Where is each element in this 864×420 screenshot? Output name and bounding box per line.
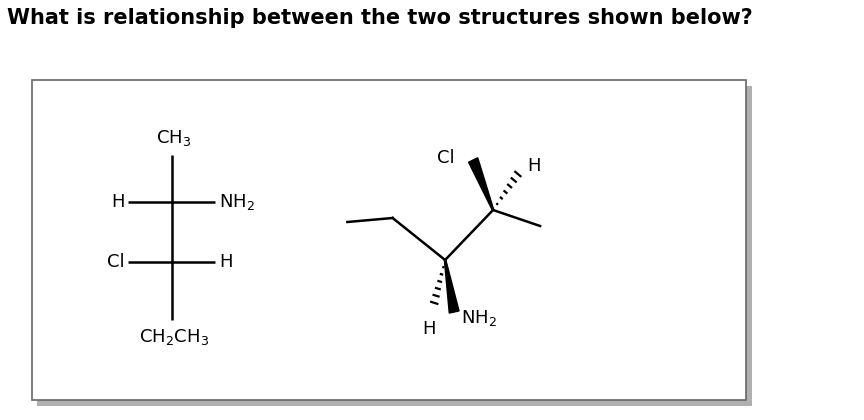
Text: What is relationship between the two structures shown below?: What is relationship between the two str…: [7, 8, 753, 28]
Polygon shape: [444, 260, 459, 313]
Text: $\mathregular{NH_2}$: $\mathregular{NH_2}$: [461, 308, 498, 328]
Polygon shape: [468, 158, 493, 210]
Text: Cl: Cl: [437, 149, 455, 167]
Text: $\mathregular{NH_2}$: $\mathregular{NH_2}$: [219, 192, 255, 212]
Text: $\mathregular{CH_3}$: $\mathregular{CH_3}$: [156, 128, 191, 148]
Text: H: H: [527, 157, 541, 175]
Bar: [32, 80, 746, 400]
Text: H: H: [111, 193, 124, 211]
Bar: [37, 86, 752, 406]
Text: $\mathregular{CH_2CH_3}$: $\mathregular{CH_2CH_3}$: [139, 327, 209, 347]
Text: Cl: Cl: [107, 253, 124, 271]
Text: H: H: [422, 320, 435, 338]
Text: H: H: [219, 253, 232, 271]
